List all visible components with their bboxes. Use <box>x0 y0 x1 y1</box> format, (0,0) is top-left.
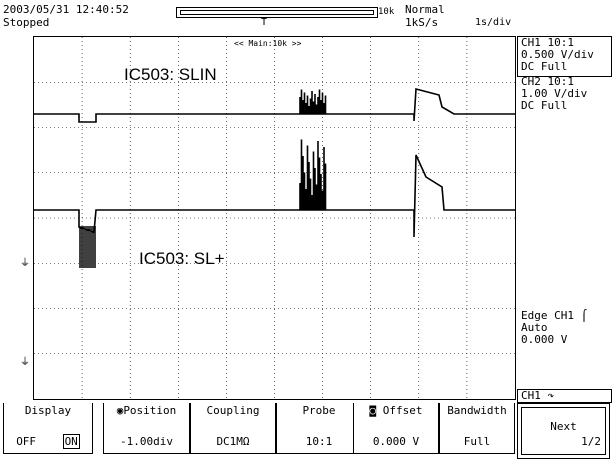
acquisition-status: Stopped <box>3 16 50 29</box>
softkey-menu: Display OFF ON ◉Position -1.00div Coupli… <box>0 398 612 462</box>
display-softkey[interactable]: Display OFF ON <box>3 403 93 454</box>
trace-sl-plus-dip <box>79 226 96 268</box>
bandwidth-title: Bandwidth <box>447 404 507 417</box>
waveform-display[interactable]: << Main:10k >> IC503: SLIN IC503: SL+ <box>33 36 516 400</box>
offset-knob-icon: ◙ <box>369 404 377 417</box>
ch1-vdiv: 0.500 V/div <box>521 48 594 61</box>
offset-title: Offset <box>382 404 423 417</box>
ch1-info-box[interactable]: CH1 10:1 0.500 V/div DC Full <box>517 36 612 77</box>
zoom-window-label: << Main:10k >> <box>234 39 302 48</box>
rotary-knob-icon: ↷ <box>547 389 555 402</box>
ch1-probe: CH1 10:1 <box>521 36 574 49</box>
ch2-probe: CH2 10:1 <box>521 75 574 88</box>
ch1-ground-marker-icon[interactable]: ⏚ <box>20 258 30 269</box>
trace-slin-burst <box>299 89 327 114</box>
bandwidth-softkey[interactable]: Bandwidth Full <box>439 403 515 454</box>
coupling-softkey[interactable]: Coupling DC1MΩ <box>190 403 276 454</box>
position-softkey[interactable]: ◉Position -1.00div <box>103 403 190 454</box>
ch2-vdiv: 1.00 V/div <box>521 87 588 100</box>
probe-value: 10:1 <box>305 435 333 448</box>
rising-edge-icon: ⌠ <box>580 309 588 322</box>
display-title: Display <box>24 404 72 417</box>
ch2-info[interactable]: CH2 10:1 1.00 V/div DC Full <box>521 76 587 112</box>
offset-softkey[interactable]: ◙ Offset 0.000 V <box>353 403 439 454</box>
probe-title: Probe <box>302 404 336 417</box>
bandwidth-value: Full <box>463 435 491 448</box>
trigger-mode: Normal <box>405 3 445 16</box>
trigger-level: 0.000 V <box>521 333 568 346</box>
coupling-value: DC1MΩ <box>216 435 250 448</box>
ch1-coupling: DC Full <box>521 60 568 73</box>
next-page: 1/2 <box>581 435 601 448</box>
menu-channel-label: CH1 <box>521 389 541 402</box>
display-off-option[interactable]: OFF <box>16 435 37 448</box>
record-length: 10k <box>378 7 395 17</box>
annotation-sl-plus: IC503: SL+ <box>139 249 225 268</box>
trace-sl-plus-burst <box>299 139 327 210</box>
trigger-position-icon: T <box>261 17 268 28</box>
annotation-slin: IC503: SLIN <box>124 65 217 84</box>
graticule <box>34 37 515 399</box>
next-softkey[interactable]: Next 1/2 <box>517 403 610 459</box>
display-on-option[interactable]: ON <box>62 434 80 449</box>
ch2-coupling: DC Full <box>521 99 568 112</box>
coupling-title: Coupling <box>206 404 260 417</box>
offset-value: 0.000 V <box>372 435 420 448</box>
ch2-ground-marker-icon[interactable]: ⏚ <box>20 357 30 368</box>
sample-rate: 1kS/s <box>405 16 439 29</box>
trigger-info: Edge CH1 ⌠ Auto 0.000 V <box>521 310 587 346</box>
timebase: 1s/div <box>475 17 512 28</box>
datetime: 2003/05/31 12:40:52 <box>3 3 129 16</box>
trace-sl-plus <box>34 154 515 238</box>
probe-softkey[interactable]: Probe 10:1 <box>276 403 362 454</box>
position-knob-icon: ◉ <box>116 404 124 417</box>
trigger-source: Edge CH1 <box>521 309 574 322</box>
position-value: -1.00div <box>120 435 173 448</box>
record-position-bar <box>176 7 378 18</box>
position-title: Position <box>123 404 177 417</box>
trigger-sweep: Auto <box>521 321 548 334</box>
next-title: Next <box>550 420 577 433</box>
